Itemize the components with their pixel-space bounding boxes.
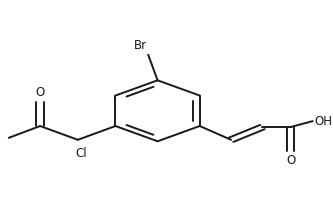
Text: Cl: Cl [75,147,87,160]
Text: Br: Br [134,39,147,52]
Text: OH: OH [314,115,332,128]
Text: O: O [36,87,45,99]
Text: O: O [286,154,295,167]
